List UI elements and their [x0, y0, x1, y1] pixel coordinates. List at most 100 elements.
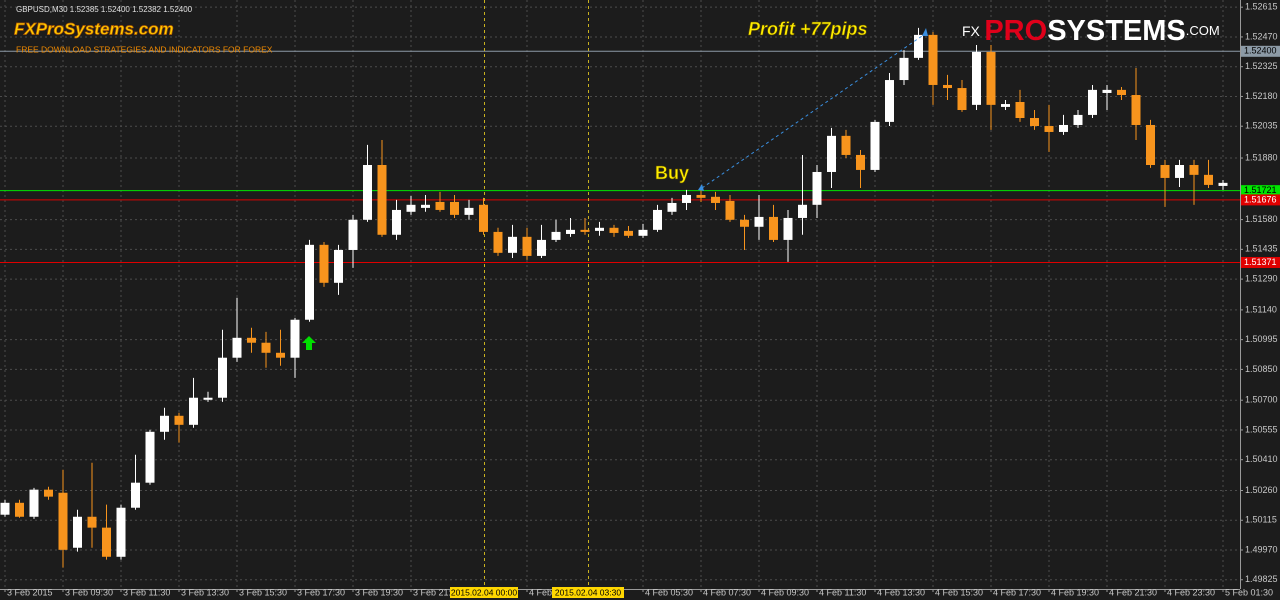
candle-body	[798, 204, 807, 218]
symbol-header: GBPUSD,M30 1.52385 1.52400 1.52382 1.524…	[16, 5, 193, 14]
candle-body	[232, 337, 242, 358]
candle-body	[682, 194, 691, 203]
candle-body	[44, 489, 53, 497]
x-tick-label: 3 Feb 09:30	[65, 587, 113, 597]
candle-body	[783, 217, 793, 240]
candle-body	[145, 431, 155, 483]
candle-body	[29, 489, 39, 517]
x-tick-label: 4 Feb 05:30	[645, 587, 693, 597]
y-tick-label: 1.51880	[1245, 152, 1278, 162]
y-tick-label: 1.52325	[1245, 61, 1278, 71]
y-tick-label: 1.50555	[1245, 424, 1278, 434]
candle-body	[870, 121, 880, 170]
x-tick-label: 3 Feb 21:30	[413, 587, 461, 597]
candle-body	[624, 230, 633, 236]
candle-body	[638, 229, 648, 236]
x-tick-label: 4 Feb 11:30	[819, 587, 866, 597]
candle-body	[928, 34, 938, 85]
x-tick-label: 4 Feb 09:30	[761, 587, 809, 597]
y-tick-label: 1.52035	[1245, 121, 1278, 131]
x-tick-label: 4 Feb 21:30	[1109, 587, 1157, 597]
y-tick-label: 1.51140	[1245, 304, 1277, 314]
candle-body	[1189, 165, 1199, 175]
x-tick-label: 4 Feb 17:30	[993, 587, 1041, 597]
profit-annotation: Profit +77pips	[748, 19, 868, 39]
candle-body	[116, 507, 126, 557]
candle-body	[841, 135, 851, 155]
candle-body	[551, 231, 561, 240]
candle-body	[406, 204, 416, 212]
candle-body	[827, 135, 836, 172]
level-tag	[1241, 194, 1280, 206]
candle-body	[1044, 126, 1054, 132]
separator-label: 2015.02.04 00:00	[451, 587, 517, 597]
candle-body	[1146, 124, 1155, 166]
y-tick-label: 1.52470	[1245, 31, 1278, 41]
x-tick-label: 3 Feb 15:30	[239, 587, 287, 597]
candle-body	[1001, 104, 1010, 107]
candle-body	[566, 229, 575, 234]
candle-body	[1160, 165, 1170, 178]
y-tick-label: 1.50995	[1245, 334, 1278, 344]
x-tick-label: 4 Feb 23:30	[1167, 587, 1215, 597]
candle-body	[1088, 89, 1097, 115]
y-tick-label: 1.49970	[1245, 544, 1278, 554]
logo-systems: SYSTEMS	[1047, 15, 1186, 47]
candle-body	[1175, 165, 1184, 178]
separator-box	[552, 587, 624, 598]
candle-body	[580, 229, 590, 232]
candle-body	[1073, 114, 1083, 125]
y-tick-label: 1.51435	[1245, 244, 1278, 254]
y-tick-label: 1.52615	[1245, 2, 1278, 12]
grid-layer	[0, 0, 1240, 589]
candle-body	[392, 209, 401, 235]
candle-body	[450, 201, 459, 215]
level-tag	[1241, 185, 1280, 197]
x-tick-label: 3 Feb 19:30	[355, 587, 403, 597]
x-tick-label: 4 Feb 15:30	[935, 587, 983, 597]
y-tick-label: 1.49825	[1245, 574, 1278, 584]
candle-body	[479, 204, 488, 232]
candle-body	[972, 51, 981, 105]
candles-layer	[0, 27, 1228, 568]
brand-tagline: FREE DOWNLOAD STRATEGIES AND INDICATORS …	[16, 44, 273, 54]
y-tick-label: 1.50700	[1245, 395, 1278, 405]
y-tick-label: 1.50850	[1245, 364, 1278, 374]
candle-body	[464, 207, 474, 215]
candle-body	[725, 200, 735, 220]
labels-layer: 1.52615 1.52470 1.52325 1.52180 1.52035 1.518…	[4, 2, 1280, 597]
level-tag-label: 1.51676	[1244, 194, 1277, 204]
candle-body	[174, 415, 184, 425]
candle-body	[1218, 182, 1228, 186]
candle-body	[319, 244, 329, 283]
y-tick-label: 1.50260	[1245, 485, 1278, 495]
levels-layer	[0, 50, 1240, 263]
y-tick-label: 1.51290	[1245, 273, 1278, 283]
candle-body	[609, 227, 619, 233]
entry-marker	[698, 184, 704, 191]
candle-body	[957, 88, 967, 111]
separator-label: 2015.02.04 03:30	[555, 587, 621, 597]
candle-body	[943, 84, 952, 89]
candle-body	[595, 227, 604, 231]
x-tick-label: 4 Feb 07:30	[703, 587, 751, 597]
candle-body	[189, 397, 198, 425]
candle-body	[261, 342, 271, 353]
logo-com: .COM	[1186, 23, 1220, 38]
candle-body	[15, 502, 24, 517]
candle-body	[1059, 124, 1068, 132]
candle-body	[203, 397, 213, 400]
y-tick-label: 1.51580	[1245, 214, 1278, 224]
candle-body	[73, 516, 82, 548]
candle-body	[493, 231, 503, 253]
buy-signal-arrow	[302, 336, 316, 350]
level-tag-label: 1.52400	[1244, 46, 1277, 56]
candle-body	[537, 239, 546, 256]
candle-body	[653, 209, 662, 230]
candle-body	[812, 171, 822, 205]
candle-body	[334, 249, 343, 283]
candle-body	[87, 516, 97, 528]
x-tick-label: 4 Feb 19:30	[1051, 587, 1099, 597]
candle-body	[885, 80, 894, 122]
